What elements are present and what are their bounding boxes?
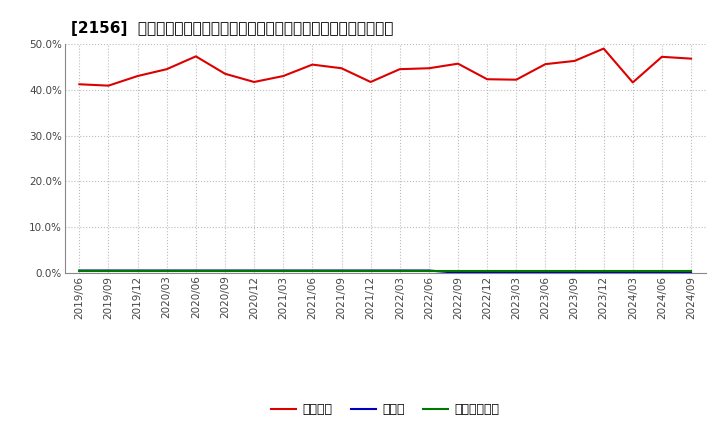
のれん: [657, 270, 666, 275]
自己資本: [163, 66, 171, 72]
自己資本: [541, 62, 550, 67]
自己資本: [279, 73, 287, 79]
繰延税金資産: [512, 269, 521, 274]
自己資本: [570, 58, 579, 63]
自己資本: [512, 77, 521, 82]
自己資本: [395, 66, 404, 72]
のれん: [570, 270, 579, 275]
のれん: [279, 268, 287, 273]
繰延税金資産: [395, 269, 404, 274]
繰延税金資産: [541, 269, 550, 274]
自己資本: [75, 82, 84, 87]
のれん: [308, 268, 317, 273]
のれん: [133, 268, 142, 273]
繰延税金資産: [220, 269, 229, 274]
のれん: [425, 268, 433, 273]
のれん: [104, 268, 113, 273]
のれん: [483, 270, 492, 275]
繰延税金資産: [629, 269, 637, 274]
自己資本: [308, 62, 317, 67]
繰延税金資産: [425, 269, 433, 274]
自己資本: [133, 73, 142, 79]
自己資本: [629, 80, 637, 85]
繰延税金資産: [454, 269, 462, 274]
のれん: [366, 268, 375, 273]
繰延税金資産: [163, 269, 171, 274]
のれん: [687, 270, 696, 275]
繰延税金資産: [687, 269, 696, 274]
自己資本: [599, 46, 608, 51]
のれん: [599, 270, 608, 275]
繰延税金資産: [599, 269, 608, 274]
繰延税金資産: [366, 269, 375, 274]
のれん: [512, 270, 521, 275]
のれん: [75, 268, 84, 273]
繰延税金資産: [133, 269, 142, 274]
自己資本: [687, 56, 696, 61]
自己資本: [337, 66, 346, 71]
自己資本: [425, 66, 433, 71]
のれん: [395, 268, 404, 273]
のれん: [629, 270, 637, 275]
繰延税金資産: [657, 269, 666, 274]
繰延税金資産: [308, 269, 317, 274]
のれん: [454, 270, 462, 275]
のれん: [541, 270, 550, 275]
自己資本: [366, 79, 375, 84]
繰延税金資産: [279, 269, 287, 274]
Legend: 自己資本, のれん, 繰延税金資産: 自己資本, のれん, 繰延税金資産: [266, 398, 505, 421]
繰延税金資産: [250, 269, 258, 274]
のれん: [337, 268, 346, 273]
Line: 自己資本: 自己資本: [79, 48, 691, 86]
自己資本: [454, 61, 462, 66]
自己資本: [483, 77, 492, 82]
のれん: [163, 268, 171, 273]
自己資本: [657, 54, 666, 59]
のれん: [250, 268, 258, 273]
自己資本: [250, 79, 258, 84]
繰延税金資産: [104, 269, 113, 274]
繰延税金資産: [570, 269, 579, 274]
繰延税金資産: [483, 269, 492, 274]
自己資本: [104, 83, 113, 88]
繰延税金資産: [192, 269, 200, 274]
自己資本: [192, 54, 200, 59]
繰延税金資産: [337, 269, 346, 274]
Line: のれん: のれん: [79, 271, 691, 273]
繰延税金資産: [75, 269, 84, 274]
のれん: [192, 268, 200, 273]
Text: [2156]  自己資本、のれん、繰延税金資産の総資産に対する比率の推移: [2156] 自己資本、のれん、繰延税金資産の総資産に対する比率の推移: [71, 21, 394, 36]
自己資本: [220, 71, 229, 77]
のれん: [220, 268, 229, 273]
